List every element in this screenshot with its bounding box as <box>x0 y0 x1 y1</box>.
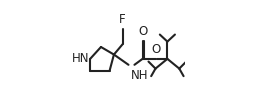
Text: HN: HN <box>72 52 90 65</box>
Text: O: O <box>151 43 160 56</box>
Text: NH: NH <box>131 69 149 82</box>
Text: O: O <box>139 25 148 38</box>
Text: F: F <box>119 14 126 26</box>
